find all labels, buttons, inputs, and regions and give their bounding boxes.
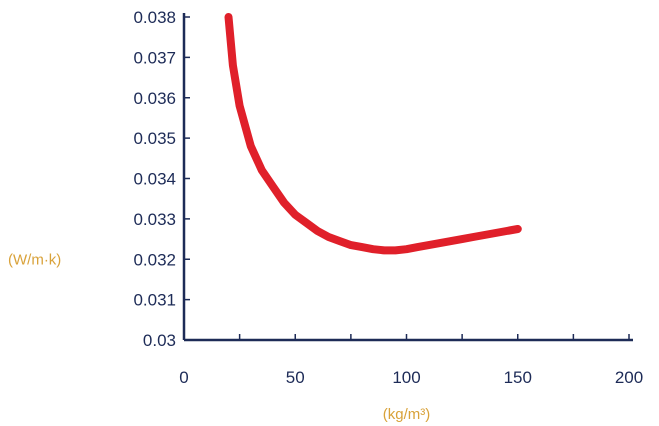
y-tick-label: 0.031 (133, 291, 176, 310)
y-tick-label: 0.038 (133, 8, 176, 27)
y-tick-label: 0.037 (133, 48, 176, 67)
y-tick-label: 0.033 (133, 210, 176, 229)
series-line (224, 13, 522, 255)
y-tick-label: 0.03 (143, 331, 176, 350)
y-tick-label: 0.036 (133, 89, 176, 108)
x-tick-group: 0 50 100 150 200 (179, 334, 643, 387)
y-axis-label: (W/m·k) (8, 251, 61, 268)
y-tick-label: 0.032 (133, 250, 176, 269)
x-tick-label: 200 (615, 368, 643, 387)
x-axis-label: (kg/m³) (383, 406, 431, 423)
y-tick-label: 0.034 (133, 170, 176, 189)
x-tick-label: 150 (504, 368, 532, 387)
x-tick-label: 0 (179, 368, 188, 387)
y-tick-group: 0.03 0.031 0.032 0.033 0.034 0.035 0.036 0.037 0… (133, 8, 190, 350)
x-tick-label: 100 (392, 368, 420, 387)
y-tick-label: 0.035 (133, 129, 176, 148)
x-tick-label: 50 (286, 368, 305, 387)
series-group (224, 13, 522, 255)
